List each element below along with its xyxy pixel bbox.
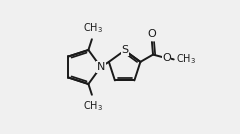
Text: S: S [121, 45, 128, 55]
Text: O: O [162, 53, 171, 63]
Text: N: N [96, 62, 105, 72]
Text: CH$_3$: CH$_3$ [83, 99, 103, 113]
Text: CH$_3$: CH$_3$ [83, 21, 103, 35]
Text: O: O [148, 29, 156, 39]
Text: CH$_3$: CH$_3$ [176, 53, 196, 66]
